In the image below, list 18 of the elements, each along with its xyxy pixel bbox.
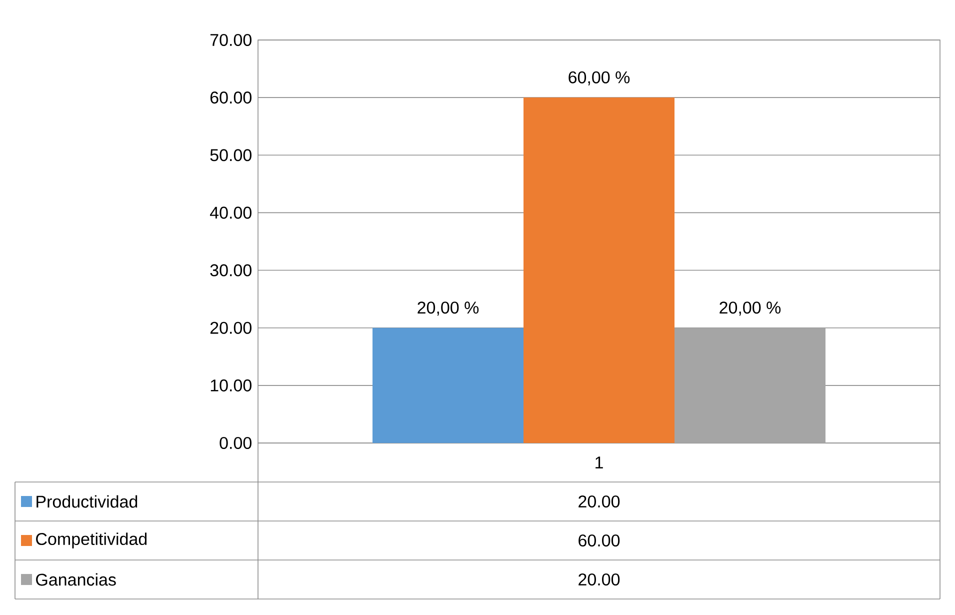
y-tick-label: 30.00 bbox=[210, 264, 252, 276]
text: 60.00 bbox=[578, 534, 620, 547]
y-tick-label: 60.00 bbox=[210, 92, 252, 104]
y-tick-label: 20.00 bbox=[210, 322, 252, 334]
y-tick-label: 40.00 bbox=[210, 206, 252, 219]
legend-label: Productividad bbox=[36, 495, 138, 508]
data-label: 20,00 % bbox=[418, 302, 479, 316]
legend-label: Ganancias bbox=[36, 573, 116, 586]
data-label: 60,00 % bbox=[568, 71, 630, 86]
y-tick-label: 10.00 bbox=[210, 379, 252, 392]
text: 20.00 bbox=[578, 573, 620, 586]
y-tick-label: 50.00 bbox=[210, 149, 252, 162]
legend-label: Competitividad bbox=[36, 532, 147, 548]
y-tick-label: 70.00 bbox=[210, 34, 252, 46]
y-tick-label: 0.00 bbox=[220, 436, 252, 450]
text: 20.00 bbox=[578, 495, 620, 508]
x-tick-label: 1 bbox=[596, 456, 603, 468]
data-label: 20,00 % bbox=[720, 302, 781, 316]
